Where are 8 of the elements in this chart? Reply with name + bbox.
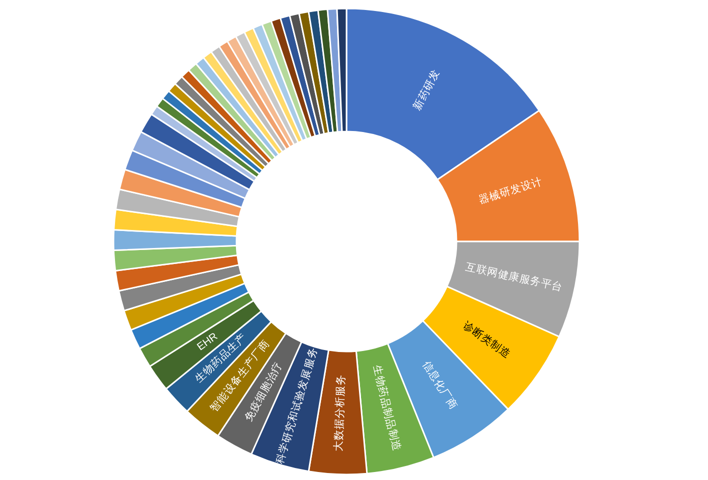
slice-label: 器械研发设计 xyxy=(476,174,544,207)
slice-label: 生物药品制品制造 xyxy=(370,364,404,452)
slice-label: EHR xyxy=(196,331,220,354)
slice-label: 互联网健康服务平台 xyxy=(464,260,564,294)
slice-label: 诊断类制造 xyxy=(460,318,514,361)
slice-label: 信息化厂商 xyxy=(420,358,461,412)
slice-label: 大数据分析服务 xyxy=(332,374,348,452)
slice-label: 新药研发 xyxy=(410,67,442,112)
